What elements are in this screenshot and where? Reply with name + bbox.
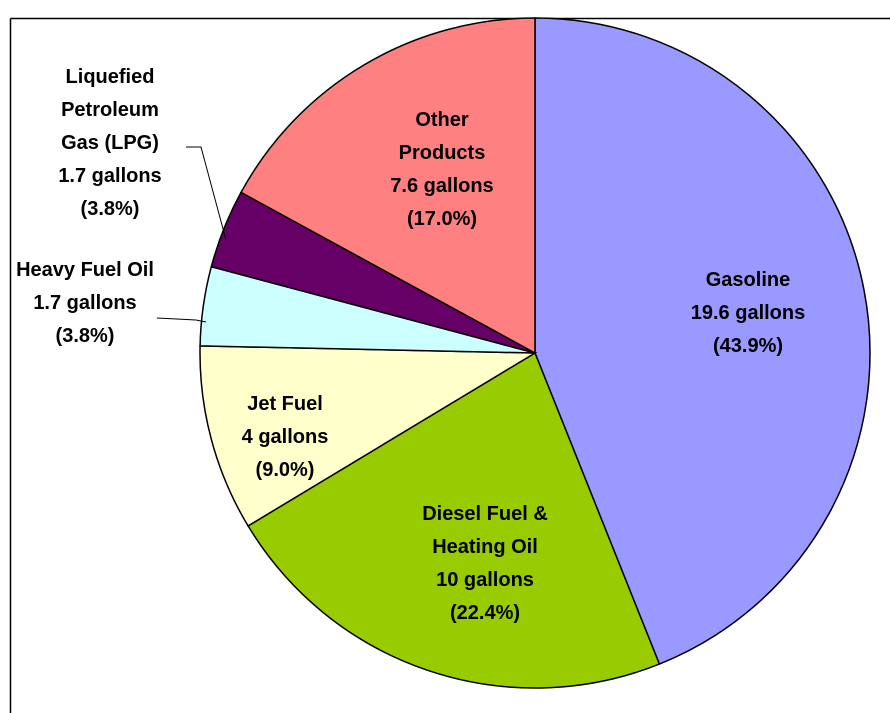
value-label: 4 gallons bbox=[241, 426, 329, 448]
leader-line bbox=[156, 317, 207, 323]
pie-slice bbox=[247, 351, 661, 689]
slice-label: Gasoline 19.6 gallons (43.9%) bbox=[663, 264, 833, 363]
slice-label: Diesel Fuel & Heating Oil 10 gallons (22.4… bbox=[398, 498, 573, 630]
pie-slice bbox=[199, 345, 538, 527]
value-label: 7.6 gallons bbox=[390, 175, 494, 197]
percentage-label: (3.8%) bbox=[80, 198, 140, 220]
value-label: 19.6 gallons bbox=[690, 302, 806, 324]
slice-label: Jet Fuel 4 gallons (9.0%) bbox=[225, 388, 345, 487]
percentage-label: (22.4%) bbox=[449, 602, 521, 624]
slice-label: Heavy Fuel Oil 1.7 gallons (3.8%) bbox=[10, 254, 160, 353]
category-name: Gasoline bbox=[705, 269, 791, 291]
percentage-label: (9.0%) bbox=[255, 459, 315, 481]
category-name: Jet Fuel bbox=[247, 393, 323, 415]
slice-label: Liquefied Petroleum Gas (LPG) 1.7 gallons… bbox=[51, 61, 169, 226]
pie-slice bbox=[534, 17, 871, 666]
percentage-label: (17.0%) bbox=[406, 208, 478, 230]
pie bbox=[199, 17, 871, 689]
category-name: Heavy Fuel Oil bbox=[16, 259, 154, 281]
value-label: 1.7 gallons bbox=[58, 165, 162, 187]
percentage-label: (3.8%) bbox=[55, 325, 115, 347]
value-label: 10 gallons bbox=[436, 569, 534, 591]
category-name: Liquefied Petroleum Gas (LPG) bbox=[61, 66, 159, 154]
value-label: 1.7 gallons bbox=[33, 292, 137, 314]
category-name: Diesel Fuel & Heating Oil bbox=[422, 503, 548, 558]
leader-line bbox=[186, 146, 227, 241]
pie-slice bbox=[240, 17, 536, 355]
percentage-label: (43.9%) bbox=[712, 335, 784, 357]
category-name: Other Products bbox=[398, 109, 486, 164]
slice-label: Other Products 7.6 gallons (17.0%) bbox=[390, 104, 495, 236]
